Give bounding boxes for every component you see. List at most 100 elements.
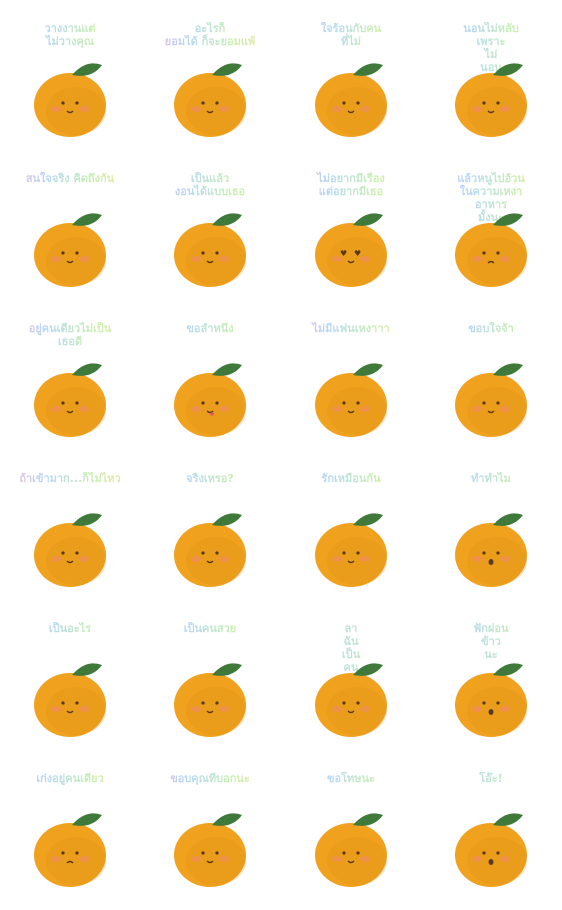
sticker-tile[interactable]: ขอบใจจ้า bbox=[421, 310, 561, 460]
orange-shade bbox=[46, 237, 106, 285]
sticker-tile[interactable]: แล้วหนูไปอ้วน ในความเหงา อาหาร มั้งนะ bbox=[421, 160, 561, 310]
blush bbox=[472, 106, 482, 112]
sticker-tile[interactable]: อะไรก็ ยอมได้ ก็จะยอมแพ้ bbox=[140, 10, 280, 160]
orange-character bbox=[455, 363, 527, 437]
sticker-tile[interactable]: ถ้าเข้ามาก...ก็ไม่ไหว bbox=[0, 460, 140, 610]
sticker-tile[interactable]: สนใจจริง คิดถึงกัน bbox=[0, 160, 140, 310]
face bbox=[61, 851, 79, 864]
orange-character bbox=[315, 513, 387, 587]
blush bbox=[472, 856, 482, 862]
leaf-icon bbox=[212, 213, 242, 226]
face bbox=[482, 701, 500, 715]
leaf-icon bbox=[353, 813, 383, 826]
sticker-caption: ขอบคุณที่บอกนะ bbox=[140, 772, 280, 785]
orange-character bbox=[34, 813, 106, 887]
leaf-icon bbox=[493, 213, 523, 226]
svg-text:♥: ♥ bbox=[340, 249, 347, 258]
blush bbox=[79, 406, 89, 412]
blush bbox=[360, 556, 370, 562]
orange-shade bbox=[186, 237, 246, 285]
orange-body bbox=[34, 523, 106, 587]
orange-shade bbox=[327, 837, 387, 885]
face bbox=[61, 101, 79, 114]
blush bbox=[219, 256, 229, 262]
orange-body bbox=[174, 673, 246, 737]
sticker-tile[interactable]: เป็นคนสวย bbox=[140, 610, 280, 760]
orange-body bbox=[174, 223, 246, 287]
orange-body bbox=[315, 223, 387, 287]
orange-character bbox=[34, 363, 106, 437]
sticker-tile[interactable]: เป็นอะไร bbox=[0, 610, 140, 760]
orange-character bbox=[34, 213, 106, 287]
orange-body bbox=[455, 823, 527, 887]
sticker-tile[interactable]: ขอบคุณที่บอกนะ bbox=[140, 760, 280, 910]
sticker-caption: เป็นคนสวย bbox=[140, 622, 280, 635]
blush bbox=[191, 406, 201, 412]
blush bbox=[191, 856, 201, 862]
face: ♥ ♥ bbox=[340, 249, 361, 264]
orange-body bbox=[315, 73, 387, 137]
face bbox=[482, 401, 500, 414]
sticker-tile[interactable]: วางงานแต่ ไม่วางคุณ bbox=[0, 10, 140, 160]
blush bbox=[360, 406, 370, 412]
sticker-caption: สนใจจริง คิดถึงกัน bbox=[0, 172, 140, 185]
blush bbox=[219, 406, 229, 412]
orange-character bbox=[174, 63, 246, 137]
sticker-tile[interactable]: อยู่คนเดียวไม่เป็น เธอดี bbox=[0, 310, 140, 460]
orange-shade bbox=[327, 387, 387, 435]
sticker-tile[interactable]: รักเหมือนกัน bbox=[281, 460, 421, 610]
orange-body bbox=[34, 823, 106, 887]
sticker-tile[interactable]: โอ๊ะ! bbox=[421, 760, 561, 910]
orange-shade bbox=[327, 537, 387, 585]
sticker-tile[interactable]: เป็นแล้ว งอนได้แบบเธอ bbox=[140, 160, 280, 310]
blush bbox=[79, 106, 89, 112]
face bbox=[201, 401, 219, 416]
leaf-icon bbox=[72, 663, 102, 676]
orange-body bbox=[455, 373, 527, 437]
sticker-tile[interactable]: นอนไม่หลับ เพราะ ไม่ นอน bbox=[421, 10, 561, 160]
sticker-tile[interactable]: ขอลำหนึ่ง bbox=[140, 310, 280, 460]
blush bbox=[191, 556, 201, 562]
leaf-icon bbox=[493, 663, 523, 676]
orange-shade bbox=[46, 837, 106, 885]
orange-body bbox=[455, 673, 527, 737]
blush bbox=[500, 856, 510, 862]
face bbox=[342, 101, 360, 114]
sticker-tile[interactable]: ลา ฉัน เป็น คน ดี bbox=[281, 610, 421, 760]
orange-character bbox=[315, 813, 387, 887]
sticker-tile[interactable]: ใจร้อนกับคน ที่ไม่ bbox=[281, 10, 421, 160]
face bbox=[482, 851, 500, 865]
orange-shade bbox=[467, 87, 527, 135]
orange-character bbox=[315, 663, 387, 737]
sticker-tile[interactable]: เก่งอยู่คนเดียว bbox=[0, 760, 140, 910]
face bbox=[201, 251, 219, 264]
sticker-tile[interactable]: จริงเหรอ? bbox=[140, 460, 280, 610]
face bbox=[482, 251, 500, 264]
orange-shade bbox=[467, 537, 527, 585]
leaf-icon bbox=[353, 663, 383, 676]
sticker-caption: รักเหมือนกัน bbox=[281, 472, 421, 485]
face bbox=[342, 851, 360, 864]
blush bbox=[219, 706, 229, 712]
sticker-caption: โอ๊ะ! bbox=[421, 772, 561, 785]
sticker-tile[interactable]: ขอโทษนะ bbox=[281, 760, 421, 910]
blush bbox=[332, 106, 342, 112]
orange-body bbox=[315, 523, 387, 587]
orange-character bbox=[315, 63, 387, 137]
blush bbox=[332, 406, 342, 412]
orange-body bbox=[455, 223, 527, 287]
sticker-caption: เก่งอยู่คนเดียว bbox=[0, 772, 140, 785]
sticker-tile[interactable]: ฟักฝอน ข้าว นะ bbox=[421, 610, 561, 760]
orange-shade bbox=[46, 87, 106, 135]
orange-character bbox=[455, 63, 527, 137]
sticker-caption: อยู่คนเดียวไม่เป็น เธอดี bbox=[0, 322, 140, 348]
sticker-tile[interactable]: ทำทำไม bbox=[421, 460, 561, 610]
blush bbox=[472, 256, 482, 262]
blush bbox=[79, 256, 89, 262]
sticker-tile[interactable]: ไม่มีแฟนเหงาาา bbox=[281, 310, 421, 460]
orange-character bbox=[34, 513, 106, 587]
orange-shade bbox=[186, 687, 246, 735]
orange-body bbox=[174, 523, 246, 587]
sticker-caption: ไม่มีแฟนเหงาาา bbox=[281, 322, 421, 335]
sticker-tile[interactable]: ไม่อยากมีเรื่อง แต่อยากมีเธอ ♥ ♥ bbox=[281, 160, 421, 310]
